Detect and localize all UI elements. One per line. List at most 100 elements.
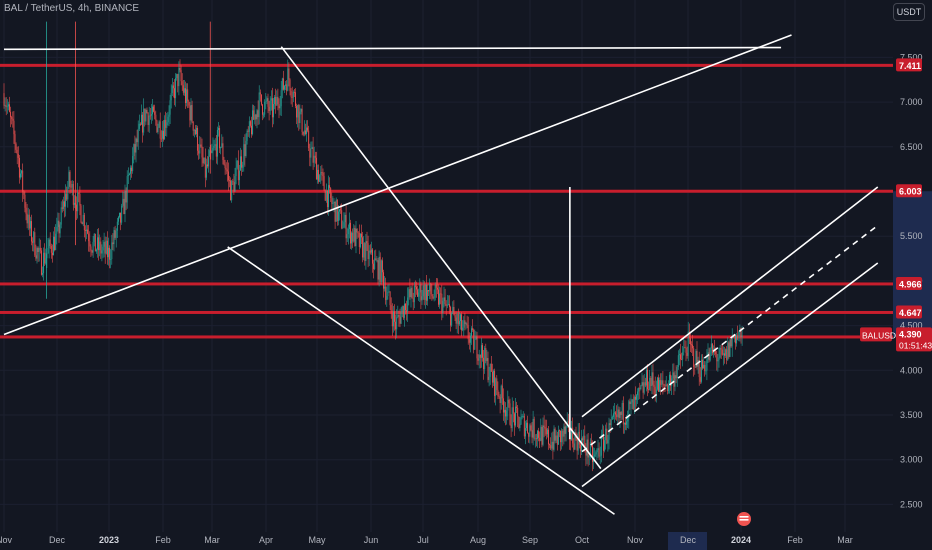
candle-body (221, 143, 223, 148)
candle-body (189, 105, 191, 121)
candle-body (148, 115, 150, 126)
candle-body (264, 101, 266, 115)
candle-body (385, 286, 387, 301)
candle-body (694, 366, 696, 368)
candle-body (407, 297, 409, 312)
candle-body (469, 336, 471, 343)
candle-body (637, 391, 639, 396)
candle-body (391, 313, 393, 327)
candle-body (190, 105, 192, 121)
candle-body (337, 211, 339, 221)
candle-body (616, 414, 618, 418)
candle-body (420, 284, 422, 301)
candle-body (726, 349, 728, 360)
date-axis-tick: Mar (837, 535, 853, 545)
candle-body (577, 431, 579, 451)
candle-body (177, 74, 179, 87)
candle-body (18, 157, 20, 178)
candle-body (243, 144, 245, 165)
candle-body (163, 130, 164, 140)
candle-body (276, 96, 278, 106)
candle-body (542, 425, 544, 445)
candle-body (546, 429, 548, 435)
candle-body (729, 339, 731, 357)
price-level-tag-label: 7.411 (899, 61, 921, 71)
tradingview-logo-icon[interactable] (737, 512, 751, 526)
candle-body (106, 240, 108, 258)
price-axis-tick: 7.500 (900, 52, 923, 62)
candle-body (721, 349, 723, 355)
trend-line-upper-horizontal[interactable] (3, 46, 782, 51)
candle-body (548, 429, 549, 445)
candle-body (645, 369, 647, 386)
candle-body (416, 286, 417, 290)
candle-body (475, 336, 477, 340)
candle-body (669, 374, 670, 386)
candle-body (334, 201, 336, 222)
candle-body (563, 426, 565, 437)
candle-body (315, 157, 317, 180)
candle-body (614, 412, 615, 414)
candle-body (439, 293, 441, 305)
trend-line-channel-mid-dashed[interactable] (581, 224, 879, 453)
candle-body (31, 221, 32, 242)
trend-line-channel-upper[interactable] (581, 186, 879, 418)
candle-body (411, 287, 413, 299)
candle-body (638, 387, 640, 392)
candle-body (346, 234, 348, 239)
candle-body (465, 323, 467, 325)
trend-line-lower-descending[interactable] (227, 246, 615, 515)
candle-body (69, 171, 71, 187)
candle-body (71, 184, 73, 188)
candle-body (622, 402, 624, 425)
candle-body (493, 370, 494, 383)
candle-body (584, 435, 586, 449)
candle-body (56, 226, 58, 234)
candle-body (688, 331, 690, 339)
candle-body (535, 438, 537, 440)
date-axis-tick: 2024 (731, 535, 751, 545)
candle-body (38, 247, 40, 253)
candle-body (565, 426, 567, 434)
candle-body (298, 105, 300, 124)
price-level-tag-label: 4.966 (899, 279, 922, 289)
candle-body (685, 347, 687, 353)
candle-body (45, 258, 47, 264)
candle-body (625, 422, 626, 425)
candle-body (684, 347, 686, 349)
price-level-line[interactable] (0, 63, 893, 67)
candle-body (300, 108, 302, 112)
candle-body (428, 289, 430, 292)
candle-body (572, 427, 574, 444)
candle-body (183, 88, 185, 93)
candle-body (700, 359, 702, 382)
price-level-line[interactable] (0, 189, 893, 193)
candle-body (483, 357, 485, 370)
candle-body (293, 92, 295, 93)
candle-body (463, 320, 465, 328)
candle-body (229, 180, 230, 182)
candle-body (653, 384, 655, 387)
trend-line-long-ascending[interactable] (3, 34, 792, 336)
candle-body (417, 289, 419, 297)
price-level-line[interactable] (0, 282, 893, 286)
candle-body (603, 434, 604, 451)
currency-unit-button[interactable]: USDT (893, 3, 925, 21)
trend-line-downtrend-line[interactable] (280, 46, 602, 470)
candle-body (6, 106, 8, 108)
candle-body (152, 106, 153, 115)
candle-body (453, 306, 455, 316)
candle-body (7, 104, 9, 107)
candle-body (348, 222, 350, 230)
candle-body (396, 317, 398, 330)
candle-body (554, 428, 556, 441)
trend-line-channel-lower[interactable] (581, 262, 879, 488)
candle-body (586, 439, 588, 456)
price-level-line[interactable] (0, 335, 893, 339)
candle-body (49, 239, 51, 247)
candle-body (433, 297, 435, 299)
candle-body (301, 108, 303, 132)
candle-body (134, 144, 136, 153)
candle-body (201, 146, 203, 158)
